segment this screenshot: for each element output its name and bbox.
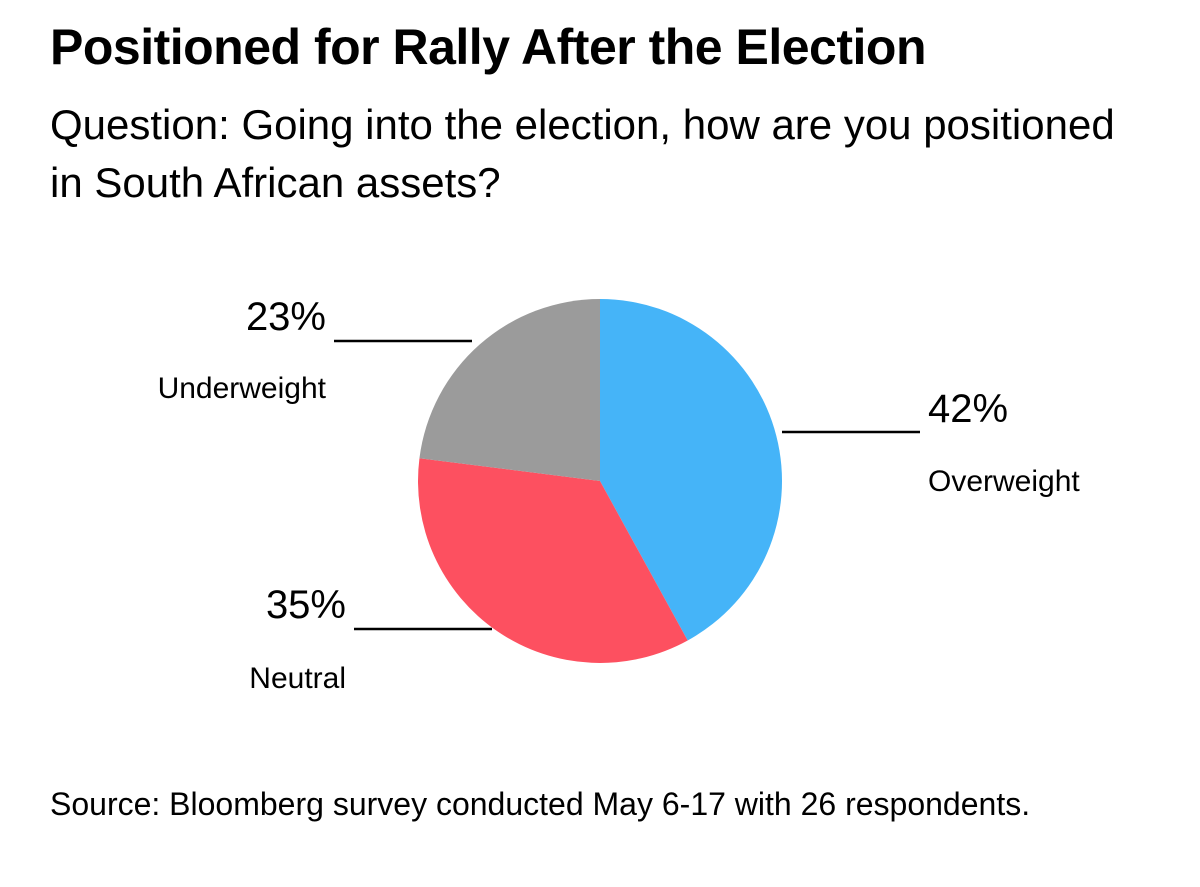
pie-slice-neutral: [418, 458, 688, 663]
source-note: Source: Bloomberg survey conducted May 6…: [50, 786, 1031, 822]
underweight-category-label: Underweight: [158, 372, 327, 405]
pie-slice-overweight: [600, 299, 783, 641]
neutral-category-label: Neutral: [249, 662, 346, 695]
pie-slices: [418, 299, 783, 663]
chart-subtitle: Question: Going into the election, how a…: [50, 101, 1115, 206]
pie-slice-underweight: [419, 299, 600, 481]
overweight-percent-label: 42%: [928, 387, 1008, 431]
chart-title: Positioned for Rally After the Election: [50, 19, 926, 75]
overweight-category-label: Overweight: [928, 465, 1080, 498]
neutral-percent-label: 35%: [266, 583, 346, 627]
underweight-percent-label: 23%: [246, 295, 326, 339]
